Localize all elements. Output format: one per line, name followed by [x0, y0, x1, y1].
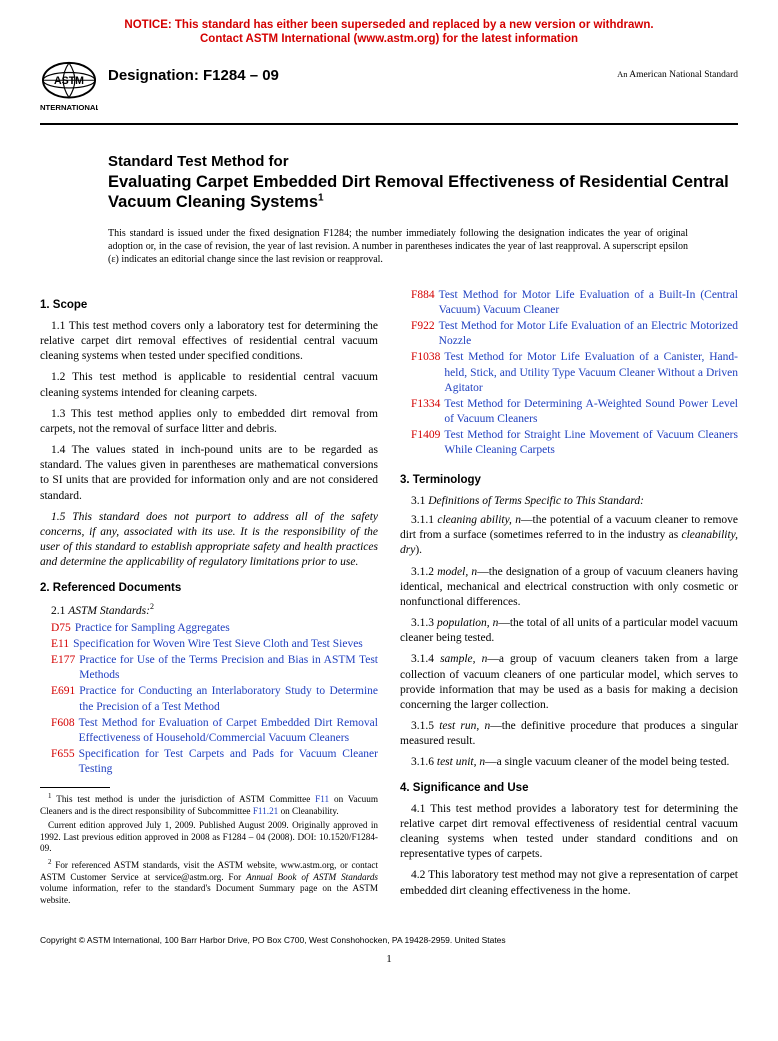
para-1-2: 1.2 This test method is applicable to re… — [40, 370, 378, 400]
footnotes: 1 This test method is under the jurisdic… — [40, 792, 378, 906]
ref-f884[interactable]: F884Test Method for Motor Life Evaluatio… — [400, 288, 738, 318]
term-312: 3.1.2 model, n—the designation of a grou… — [400, 565, 738, 611]
ref-d75[interactable]: D75Practice for Sampling Aggregates — [40, 621, 378, 636]
header-row: ASTM INTERNATIONAL Designation: F1284 – … — [40, 59, 738, 125]
footnote-1b: Current edition approved July 1, 2009. P… — [40, 820, 378, 855]
ansi-label: An American National Standard — [617, 59, 738, 80]
notice-banner: NOTICE: This standard has either been su… — [40, 18, 738, 47]
title-main: Evaluating Carpet Embedded Dirt Removal … — [108, 172, 738, 213]
section-4-head: 4. Significance and Use — [400, 781, 738, 796]
notice-line2: Contact ASTM International (www.astm.org… — [200, 33, 578, 45]
term-315: 3.1.5 test run, n—the definitive procedu… — [400, 719, 738, 749]
right-column: F884Test Method for Motor Life Evaluatio… — [400, 288, 738, 909]
section-1-head: 1. Scope — [40, 298, 378, 313]
ref-f655[interactable]: F655Specification for Test Carpets and P… — [40, 747, 378, 777]
ref-f1334[interactable]: F1334Test Method for Determining A-Weigh… — [400, 397, 738, 427]
term-313: 3.1.3 population, n—the total of all uni… — [400, 616, 738, 646]
para-1-4: 1.4 The values stated in inch-pound unit… — [40, 443, 378, 504]
ref-f608[interactable]: F608Test Method for Evaluation of Carpet… — [40, 716, 378, 746]
main-title: Standard Test Method for Evaluating Carp… — [108, 153, 738, 213]
ref-f1038[interactable]: F1038Test Method for Motor Life Evaluati… — [400, 350, 738, 396]
para-1-1: 1.1 This test method covers only a labor… — [40, 319, 378, 365]
para-1-3: 1.3 This test method applies only to emb… — [40, 407, 378, 437]
term-316: 3.1.6 test unit, n—a single vacuum clean… — [400, 755, 738, 770]
para-4-1: 4.1 This test method provides a laborato… — [400, 802, 738, 863]
para-3-1: 3.1 Definitions of Terms Specific to Thi… — [400, 494, 738, 509]
term-311: 3.1.1 cleaning ability, n—the potential … — [400, 513, 738, 559]
svg-text:INTERNATIONAL: INTERNATIONAL — [40, 103, 98, 112]
page-number: 1 — [40, 953, 738, 965]
para-2-1: 2.1 ASTM Standards:2 — [40, 602, 378, 619]
designation: Designation: F1284 – 09 — [108, 59, 617, 84]
title-pre: Standard Test Method for — [108, 153, 738, 172]
footnote-1: 1 This test method is under the jurisdic… — [40, 792, 378, 817]
link-f1121[interactable]: F11.21 — [253, 806, 278, 816]
issuance-note: This standard is issued under the fixed … — [108, 227, 688, 266]
ref-e691[interactable]: E691Practice for Conducting an Interlabo… — [40, 684, 378, 714]
term-314: 3.1.4 sample, n—a group of vacuum cleane… — [400, 652, 738, 713]
svg-text:ASTM: ASTM — [54, 75, 84, 87]
notice-line1: NOTICE: This standard has either been su… — [124, 19, 653, 31]
copyright: Copyright © ASTM International, 100 Barr… — [40, 935, 738, 945]
section-3-head: 3. Terminology — [400, 473, 738, 488]
footnote-2: 2 For referenced ASTM standards, visit t… — [40, 858, 378, 906]
para-1-5: 1.5 This standard does not purport to ad… — [40, 510, 378, 571]
link-f11[interactable]: F11 — [315, 794, 329, 804]
astm-logo: ASTM INTERNATIONAL — [40, 59, 98, 113]
left-column: 1. Scope 1.1 This test method covers onl… — [40, 288, 378, 909]
para-4-2: 4.2 This laboratory test method may not … — [400, 868, 738, 898]
ref-f1409[interactable]: F1409Test Method for Straight Line Movem… — [400, 428, 738, 458]
ref-e11[interactable]: E11Specification for Woven Wire Test Sie… — [40, 637, 378, 652]
ref-e177[interactable]: E177Practice for Use of the Terms Precis… — [40, 653, 378, 683]
section-2-head: 2. Referenced Documents — [40, 581, 378, 596]
ref-f922[interactable]: F922Test Method for Motor Life Evaluatio… — [400, 319, 738, 349]
body-columns: 1. Scope 1.1 This test method covers onl… — [40, 288, 738, 909]
footnote-rule — [40, 787, 110, 788]
